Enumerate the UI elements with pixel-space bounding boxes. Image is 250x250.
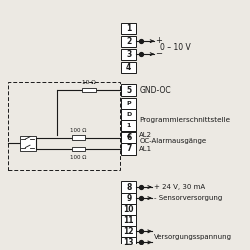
Bar <box>121 132 136 143</box>
Text: 5: 5 <box>126 86 131 94</box>
Bar <box>121 144 136 154</box>
Bar <box>121 109 136 120</box>
Text: Versorgungsspannung: Versorgungsspannung <box>154 234 232 240</box>
Text: AL2: AL2 <box>139 132 152 138</box>
Text: 2: 2 <box>126 37 132 46</box>
Text: 6: 6 <box>126 133 132 142</box>
Bar <box>121 22 136 34</box>
Text: 12: 12 <box>124 227 134 236</box>
Text: 100 Ω: 100 Ω <box>70 155 86 160</box>
Text: 3: 3 <box>126 50 132 59</box>
Text: AL1: AL1 <box>139 146 152 152</box>
Text: 9: 9 <box>126 194 132 202</box>
Bar <box>121 237 136 248</box>
Text: 100 Ω: 100 Ω <box>70 128 86 133</box>
Text: 1: 1 <box>126 123 131 128</box>
Bar <box>121 215 136 226</box>
Bar <box>121 48 136 60</box>
Bar <box>121 192 136 204</box>
Text: + 24 V, 30 mA: + 24 V, 30 mA <box>154 184 205 190</box>
Text: GND-OC: GND-OC <box>139 86 171 94</box>
Text: 0 – 10 V: 0 – 10 V <box>160 43 190 52</box>
Text: Programmierschnittstelle: Programmierschnittstelle <box>139 117 230 123</box>
Text: −: − <box>155 50 162 58</box>
Text: 1: 1 <box>126 24 132 33</box>
Text: 10 Ω: 10 Ω <box>82 80 96 85</box>
Bar <box>121 98 136 109</box>
Text: 7: 7 <box>126 144 132 154</box>
Text: 11: 11 <box>124 216 134 225</box>
Bar <box>121 36 136 47</box>
Text: +: + <box>155 36 162 46</box>
Bar <box>72 135 85 140</box>
Text: 8: 8 <box>126 182 132 192</box>
Bar <box>121 62 136 73</box>
Bar <box>121 131 136 142</box>
Bar <box>82 88 96 92</box>
Text: P: P <box>126 101 131 106</box>
Bar <box>121 182 136 192</box>
Bar <box>121 84 136 96</box>
Text: - Sensorversorgung: - Sensorversorgung <box>154 195 222 201</box>
Bar <box>20 136 36 151</box>
Bar <box>72 146 85 152</box>
Text: 4: 4 <box>126 134 131 139</box>
Bar <box>8 82 120 170</box>
Text: OC-Alarmausgänge: OC-Alarmausgänge <box>139 138 206 143</box>
Text: 10: 10 <box>124 205 134 214</box>
Bar <box>121 120 136 131</box>
Bar <box>121 204 136 215</box>
Bar <box>121 226 136 237</box>
Text: 4: 4 <box>126 63 132 72</box>
Text: 13: 13 <box>124 238 134 247</box>
Text: D: D <box>126 112 132 117</box>
